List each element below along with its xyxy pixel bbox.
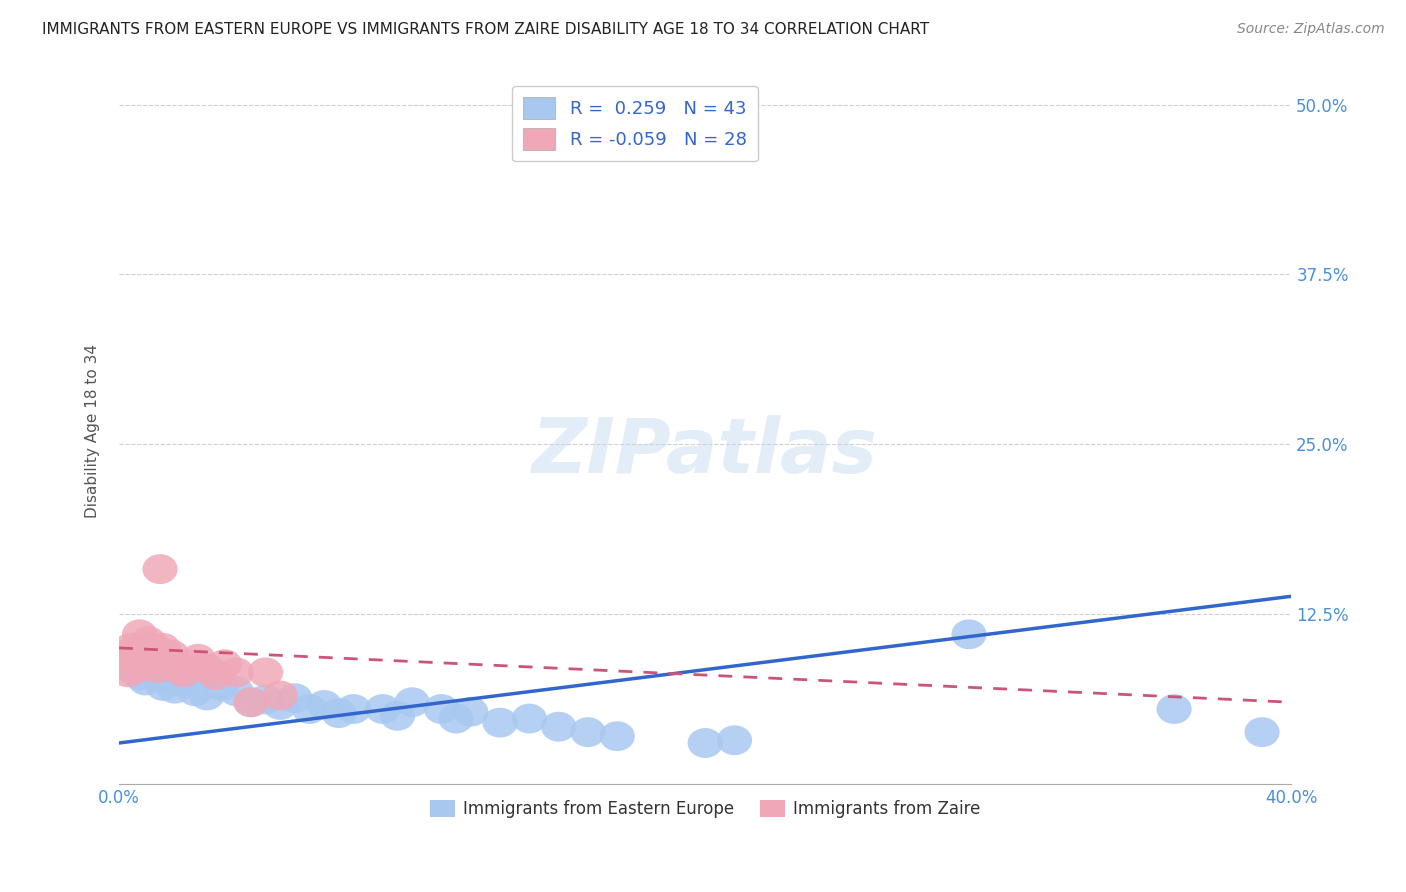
Ellipse shape [134, 640, 169, 670]
Ellipse shape [688, 728, 723, 758]
Ellipse shape [1244, 717, 1279, 747]
Ellipse shape [149, 644, 184, 673]
Ellipse shape [117, 647, 152, 676]
Ellipse shape [128, 649, 163, 679]
Ellipse shape [600, 722, 636, 751]
Ellipse shape [233, 688, 269, 717]
Ellipse shape [163, 667, 198, 697]
Ellipse shape [439, 704, 474, 733]
Ellipse shape [114, 653, 149, 683]
Ellipse shape [122, 660, 157, 690]
Ellipse shape [717, 725, 752, 756]
Ellipse shape [142, 554, 177, 584]
Ellipse shape [139, 653, 174, 683]
Ellipse shape [204, 671, 239, 701]
Ellipse shape [277, 683, 312, 713]
Ellipse shape [207, 649, 242, 679]
Ellipse shape [145, 671, 180, 701]
Ellipse shape [571, 717, 606, 747]
Ellipse shape [233, 688, 269, 717]
Ellipse shape [157, 649, 193, 679]
Ellipse shape [190, 681, 225, 710]
Y-axis label: Disability Age 18 to 34: Disability Age 18 to 34 [86, 343, 100, 517]
Ellipse shape [120, 653, 155, 683]
Text: ZIPatlas: ZIPatlas [533, 415, 879, 489]
Ellipse shape [952, 619, 987, 649]
Ellipse shape [107, 647, 142, 676]
Ellipse shape [292, 694, 328, 724]
Ellipse shape [336, 694, 371, 724]
Ellipse shape [157, 673, 193, 704]
Ellipse shape [114, 633, 149, 663]
Ellipse shape [263, 681, 298, 710]
Ellipse shape [482, 707, 517, 738]
Ellipse shape [107, 640, 142, 670]
Ellipse shape [166, 657, 201, 688]
Ellipse shape [174, 649, 209, 679]
Ellipse shape [541, 712, 576, 741]
Ellipse shape [219, 657, 254, 688]
Ellipse shape [263, 690, 298, 720]
Ellipse shape [198, 660, 233, 690]
Ellipse shape [120, 644, 155, 673]
Text: Source: ZipAtlas.com: Source: ZipAtlas.com [1237, 22, 1385, 37]
Ellipse shape [142, 663, 177, 693]
Ellipse shape [380, 701, 415, 731]
Ellipse shape [122, 619, 157, 649]
Ellipse shape [180, 644, 215, 673]
Ellipse shape [136, 650, 172, 681]
Ellipse shape [219, 676, 254, 706]
Ellipse shape [125, 644, 160, 673]
Ellipse shape [110, 657, 145, 688]
Ellipse shape [366, 694, 401, 724]
Legend: Immigrants from Eastern Europe, Immigrants from Zaire: Immigrants from Eastern Europe, Immigran… [423, 793, 987, 825]
Ellipse shape [307, 690, 342, 720]
Ellipse shape [247, 657, 283, 688]
Text: IMMIGRANTS FROM EASTERN EUROPE VS IMMIGRANTS FROM ZAIRE DISABILITY AGE 18 TO 34 : IMMIGRANTS FROM EASTERN EUROPE VS IMMIGR… [42, 22, 929, 37]
Ellipse shape [512, 704, 547, 733]
Ellipse shape [125, 649, 160, 679]
Ellipse shape [423, 694, 458, 724]
Ellipse shape [155, 640, 190, 670]
Ellipse shape [395, 688, 430, 717]
Ellipse shape [321, 698, 357, 728]
Ellipse shape [131, 640, 166, 670]
Ellipse shape [160, 653, 195, 683]
Ellipse shape [134, 656, 169, 686]
Ellipse shape [190, 653, 225, 683]
Ellipse shape [136, 633, 172, 663]
Ellipse shape [145, 633, 180, 663]
Ellipse shape [131, 626, 166, 656]
Ellipse shape [177, 676, 212, 706]
Ellipse shape [247, 684, 283, 714]
Ellipse shape [453, 697, 488, 727]
Ellipse shape [128, 665, 163, 696]
Ellipse shape [1157, 694, 1192, 724]
Ellipse shape [152, 657, 187, 688]
Ellipse shape [169, 660, 204, 690]
